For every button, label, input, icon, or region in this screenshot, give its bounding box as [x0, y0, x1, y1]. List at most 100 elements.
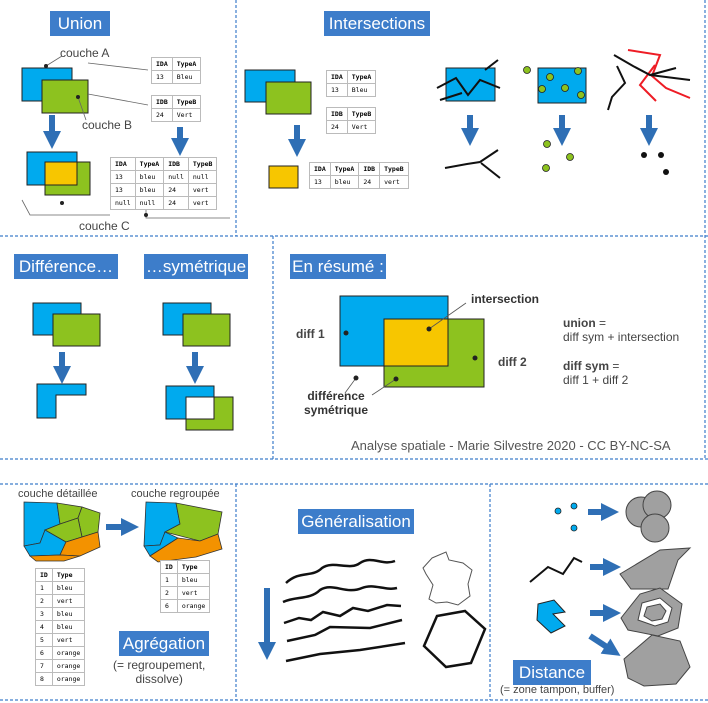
table-header-cell: TypeA: [171, 57, 202, 71]
intersections-arrows: [288, 115, 658, 157]
table-cell: Bleu: [346, 83, 377, 97]
table-cell: 2: [35, 594, 53, 608]
table-cell: bleu: [134, 183, 165, 197]
intersections-network: [607, 49, 691, 175]
table-header-cell: IDA: [110, 157, 136, 171]
label-couche-detaillee: couche détaillée: [18, 488, 98, 500]
table-header-row: IDA TypeA: [151, 57, 202, 71]
intersections-table-c: IDA TypeA IDB TypeB 13 bleu 24 vert: [309, 162, 409, 189]
table-row: 5 vert: [35, 633, 86, 647]
table-header-cell: Type: [176, 560, 211, 574]
table-header-cell: TypeB: [171, 95, 202, 109]
table-cell: Bleu: [171, 70, 202, 84]
resume-dots: [343, 326, 478, 382]
table-header-cell: ID: [160, 560, 178, 574]
table-cell: vert: [51, 633, 86, 647]
table-row: 1 bleu: [160, 573, 211, 587]
title-agregation: Agrégation: [119, 631, 209, 656]
table-cell: bleu: [51, 620, 86, 634]
table-header-row: IDB TypeB: [326, 107, 377, 121]
agregation-maps: [23, 501, 223, 563]
union-table-c: IDA TypeA IDB TypeB 13 bleu null null 13 bleu 24 ve…: [110, 157, 218, 210]
credit-line: Analyse spatiale - Marie Silvestre 2020 …: [351, 438, 671, 453]
distance-points: [554, 502, 578, 532]
table-header-row: IDB TypeB: [151, 95, 202, 109]
table-cell: orange: [176, 599, 211, 613]
table-row: 24 Vert: [151, 108, 202, 122]
intersections-table-a: IDA TypeA 13 Bleu: [326, 70, 377, 97]
table-cell: vert: [187, 196, 218, 210]
table-header-cell: IDB: [358, 162, 381, 176]
table-row: 24 Vert: [326, 120, 377, 134]
table-cell: Vert: [346, 120, 377, 134]
table-cell: null: [134, 196, 165, 210]
table-row: 8 orange: [35, 672, 86, 686]
intersections-table-b: IDB TypeB 24 Vert: [326, 107, 377, 134]
table-row: 4 bleu: [35, 620, 86, 634]
table-header-row: IDA TypeA: [326, 70, 377, 84]
table-cell: 8: [35, 672, 53, 686]
table-cell: 24: [358, 175, 381, 189]
table-header-cell: Type: [51, 568, 86, 582]
union-def: diff sym + intersection: [563, 330, 680, 344]
table-cell: 1: [35, 581, 53, 595]
title-symetrique: …symétrique: [144, 254, 248, 279]
table-cell: Vert: [171, 108, 202, 122]
table-cell: vert: [187, 183, 218, 197]
label-diff1: diff 1: [296, 327, 325, 341]
table-cell: 13: [326, 83, 348, 97]
table-header-row: IDA TypeA IDB TypeB: [309, 162, 409, 176]
table-cell: bleu: [176, 573, 211, 587]
table-cell: bleu: [329, 175, 360, 189]
table-cell: 24: [151, 108, 173, 122]
table-header-cell: IDA: [151, 57, 173, 71]
generalisation-lines: [282, 558, 406, 663]
table-header-cell: IDB: [163, 157, 189, 171]
table-header-cell: IDB: [326, 107, 348, 121]
table-cell: vert: [379, 175, 409, 189]
table-row: 13 Bleu: [151, 70, 202, 84]
difference-arrows: [53, 352, 204, 384]
table-cell: null: [110, 196, 136, 210]
table-cell: 24: [326, 120, 348, 134]
union-eq: =: [595, 316, 606, 330]
label-couche-c: couche C: [79, 219, 130, 233]
table-cell: 5: [35, 633, 53, 647]
table-row: 2 vert: [35, 594, 86, 608]
title-intersections: Intersections: [324, 11, 430, 36]
diffsym-def: diff 1 + diff 2: [563, 373, 629, 387]
union-definition: union = diff sym + intersection: [563, 316, 679, 344]
table-cell: 13: [110, 170, 136, 184]
table-cell: orange: [51, 646, 86, 660]
table-row: 6 orange: [160, 599, 211, 613]
union-table-b: IDB TypeB 24 Vert: [151, 95, 202, 122]
diffsym-eq: =: [609, 359, 620, 373]
table-header-row: ID Type: [35, 568, 86, 582]
table-cell: 13: [309, 175, 331, 189]
table-row: 6 orange: [35, 646, 86, 660]
table-cell: bleu: [51, 581, 86, 595]
table-header-cell: ID: [35, 568, 53, 582]
table-cell: 1: [160, 573, 178, 587]
table-cell: vert: [51, 594, 86, 608]
table-cell: 6: [160, 599, 178, 613]
union-dots: [44, 64, 148, 217]
table-row: 13 bleu 24 vert: [309, 175, 409, 189]
union-key: union: [563, 316, 596, 330]
distance-buffers: [619, 490, 692, 687]
union-shapes: [21, 67, 91, 196]
table-cell: null: [163, 170, 189, 184]
diff1-text: diff 1: [296, 327, 325, 341]
intersections-shapes: [244, 67, 587, 189]
table-header-cell: TypeA: [134, 157, 165, 171]
label-intersection: intersection: [471, 292, 540, 306]
intersections-points: [523, 66, 585, 172]
table-cell: bleu: [134, 170, 165, 184]
table-row: 13 Bleu: [326, 83, 377, 97]
title-difference: Différence…: [14, 254, 118, 279]
title-distance: Distance: [513, 660, 591, 685]
distance-note: (= zone tampon, buffer): [500, 684, 615, 696]
union-table-a: IDA TypeA 13 Bleu: [151, 57, 202, 84]
simplified-polygon: [422, 609, 487, 669]
